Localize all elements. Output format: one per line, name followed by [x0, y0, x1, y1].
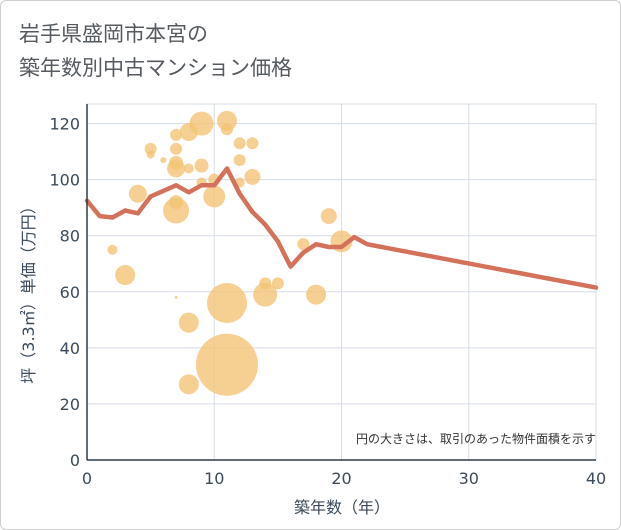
y-tick-label: 60 — [60, 283, 80, 302]
y-tick-label: 80 — [60, 227, 80, 246]
x-tick-label: 0 — [82, 469, 92, 488]
bubble-point — [195, 333, 258, 396]
y-tick-label: 20 — [60, 395, 80, 414]
bubble-point — [115, 264, 136, 285]
bubble-point — [170, 142, 183, 155]
bubble-point — [220, 123, 233, 136]
chart-title-line2: 築年数別中古マンション価格 — [19, 56, 292, 80]
bubble-point — [253, 282, 278, 307]
bubble-point — [320, 208, 337, 225]
bubble-point — [183, 163, 194, 174]
average-price-line — [84, 166, 599, 290]
x-tick-label: 30 — [459, 469, 479, 488]
bubble-point — [244, 168, 261, 185]
y-tick-label: 0 — [70, 451, 80, 470]
bubble-point — [306, 284, 327, 305]
bubble-point — [167, 159, 186, 178]
bubble-point — [203, 185, 226, 208]
y-tick-label: 100 — [49, 171, 80, 190]
bubble-point — [246, 137, 259, 150]
axes: 0 20 40 60 80 100 120 0 10 20 30 40 — [49, 104, 606, 488]
bubble-point — [146, 150, 155, 159]
y-tick-label: 40 — [60, 339, 80, 358]
bubble-point — [163, 197, 190, 224]
chart-title-line1: 岩手県盛岡市本宮の — [19, 22, 208, 46]
x-tick-label: 40 — [586, 469, 606, 488]
bubble-size-note: 円の大きさは、取引のあった物件面積を示す — [356, 431, 596, 446]
x-tick-label: 10 — [204, 469, 224, 488]
bubble-point — [233, 137, 246, 150]
bubble-point — [170, 128, 183, 141]
bubble-point — [160, 157, 167, 164]
y-axis-title: 坪（3.3㎡）単価（万円） — [19, 198, 38, 383]
average-line-layer — [84, 166, 599, 290]
bubble-point — [206, 283, 247, 324]
x-axis-title: 築年数（年） — [294, 498, 390, 517]
bubble-point — [189, 111, 214, 136]
bubble-point — [233, 154, 246, 167]
x-tick-label: 20 — [331, 469, 351, 488]
bubble-point — [174, 295, 178, 299]
bubble-point — [178, 374, 199, 395]
bubble-point — [107, 244, 118, 255]
bubble-point — [271, 277, 284, 290]
chart-title: 岩手県盛岡市本宮の 築年数別中古マンション価格 — [19, 17, 579, 85]
bubble-point — [178, 312, 199, 333]
y-tick-label: 120 — [49, 115, 80, 134]
bubble-point — [194, 158, 209, 173]
bubble-point — [128, 184, 147, 203]
bubble-point — [297, 238, 310, 251]
bubble-point — [216, 110, 237, 131]
